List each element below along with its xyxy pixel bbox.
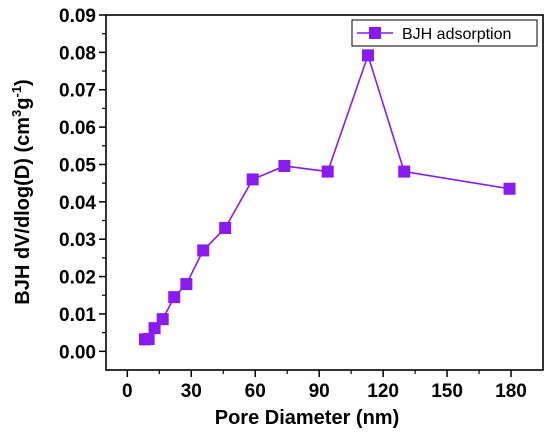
y-axis-title-main: BJH dV/dlog(D) (cm [12, 117, 34, 305]
data-point-marker [278, 159, 291, 172]
data-point-marker [398, 165, 411, 178]
data-point-marker [197, 244, 210, 257]
y-axis-title-mid: g [12, 98, 34, 110]
y-axis-title-sup2: -1 [9, 86, 24, 98]
series-line [144, 52, 510, 341]
data-point-marker [156, 313, 169, 326]
y-tick-label: 0.05 [59, 155, 96, 176]
y-tick-label: 0.06 [59, 118, 96, 139]
x-axis-ticks: 0 30 60 90 120 150 180 [122, 370, 527, 402]
series-layer [139, 49, 516, 346]
data-point-marker [168, 291, 181, 304]
plot-frame [105, 14, 544, 371]
y-tick-label: 0.02 [59, 268, 96, 289]
x-tick-label: 60 [245, 381, 266, 402]
x-tick-label: 0 [122, 381, 133, 402]
y-tick-label: 0.00 [59, 342, 96, 363]
x-axis-title: Pore Diameter (nm) [215, 407, 400, 429]
x-tick-label: 180 [495, 381, 527, 402]
y-tick-label: 0.01 [59, 305, 96, 326]
y-tick-label: 0.03 [59, 230, 96, 251]
x-tick-label: 30 [181, 381, 202, 402]
legend-label: BJH adsorption [402, 26, 511, 43]
x-tick-label: 90 [309, 381, 330, 402]
y-axis-title: BJH dV/dlog(D) (cm3g-1) [9, 79, 34, 304]
y-tick-label: 0.07 [59, 81, 96, 102]
y-axis-title-sup1: 3 [9, 110, 24, 117]
data-point-marker [503, 182, 516, 195]
y-axis-title-end: ) [12, 79, 34, 86]
data-point-marker [180, 278, 193, 291]
x-tick-label: 150 [431, 381, 463, 402]
data-point-marker [219, 222, 232, 234]
legend: BJH adsorption [351, 19, 538, 47]
data-point-marker [321, 165, 334, 178]
y-tick-label: 0.04 [59, 193, 96, 214]
data-point-marker [246, 173, 259, 186]
x-tick-label: 120 [367, 381, 399, 402]
legend-box [351, 19, 538, 47]
y-tick-label: 0.09 [59, 6, 96, 27]
data-point-marker [142, 332, 155, 345]
y-tick-label: 0.08 [59, 43, 96, 64]
legend-marker [369, 27, 381, 39]
data-point-marker [361, 49, 374, 62]
y-axis-ticks: 0.00 0.01 0.02 0.03 0.04 0.05 0.06 0.07 0.08 0.09 [59, 6, 106, 363]
